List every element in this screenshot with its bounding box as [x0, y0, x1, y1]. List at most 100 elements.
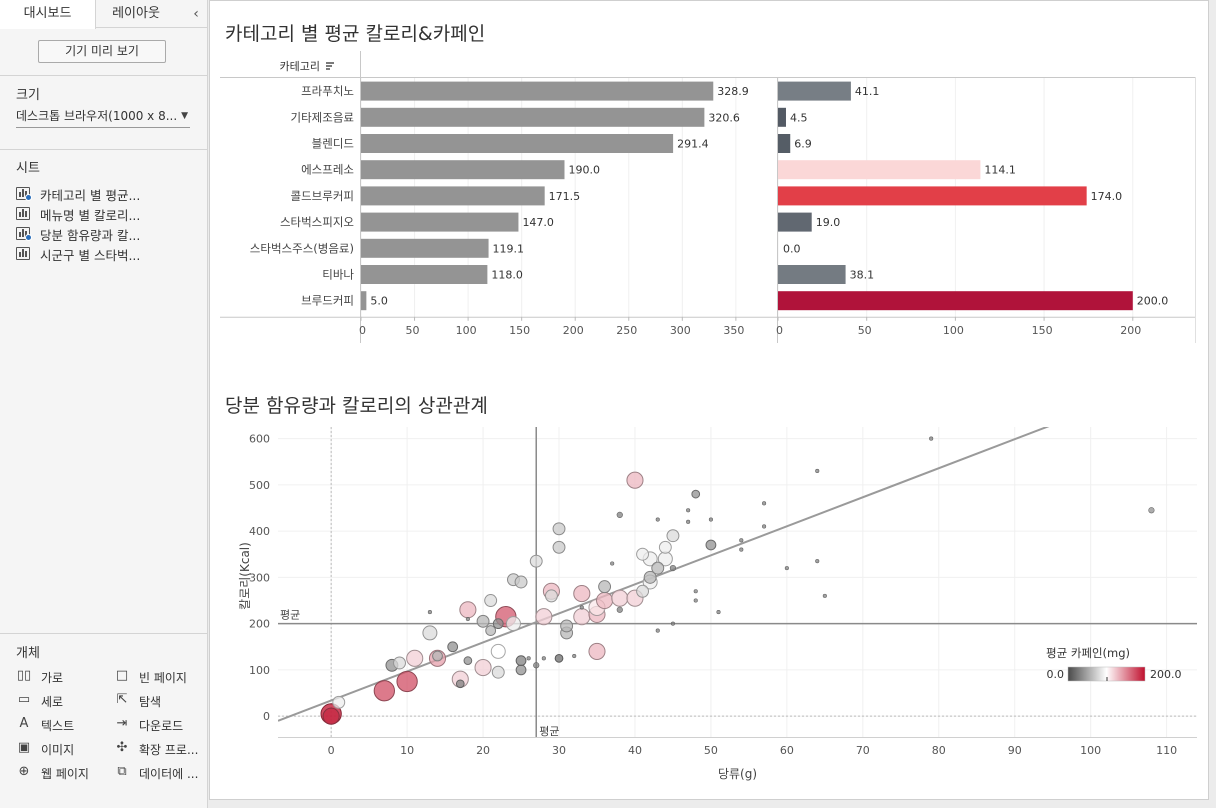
caffeine-bar	[778, 160, 981, 180]
scatter-point	[651, 561, 665, 575]
scatter-point	[815, 559, 820, 564]
scatter-point	[492, 618, 504, 630]
sheet-item[interactable]: 당분 함유량과 칼...	[16, 224, 202, 244]
calorie-value-label: 119.1	[493, 242, 525, 255]
sheet-label: 시군구 별 스타벅...	[40, 248, 141, 263]
category-label: 티바나	[322, 268, 354, 282]
caffeine-bar	[778, 212, 812, 232]
calorie-bar	[361, 291, 367, 311]
object-label: 데이터에 ...	[139, 767, 199, 781]
text-icon: A	[19, 716, 29, 731]
x-tick-label: 100	[943, 324, 964, 337]
scatter-point	[616, 606, 623, 613]
scatter-point	[762, 501, 767, 506]
scatter-chart-title: 당분 함유량과 칼로리의 상관관계	[225, 395, 488, 417]
calorie-bar	[361, 186, 545, 206]
x-tick-label: 90	[1008, 744, 1022, 757]
scatter-point	[533, 662, 540, 669]
in-use-check-icon	[25, 234, 32, 241]
calorie-value-label: 5.0	[370, 295, 388, 308]
scatter-point	[560, 619, 574, 633]
x-tick-label: 50	[858, 324, 872, 337]
caffeine-value-label: 38.1	[850, 269, 875, 282]
ask-data-icon: ⧉	[117, 764, 127, 779]
x-axis-title: 당류(g)	[718, 767, 757, 781]
y-tick-label: 500	[249, 479, 270, 492]
x-tick-label: 0	[776, 324, 783, 337]
scatter-point	[655, 517, 660, 522]
category-label: 블렌디드	[312, 137, 354, 151]
scatter-point	[658, 540, 672, 554]
scatter-point	[474, 659, 492, 677]
tab-dashboard[interactable]: 대시보드	[0, 0, 96, 29]
category-label: 프라푸치노	[301, 84, 354, 98]
calorie-value-label: 190.0	[569, 164, 601, 177]
x-tick-label: 0	[328, 744, 335, 757]
sheet-item[interactable]: 메뉴명 별 칼로리...	[16, 204, 202, 224]
sheet-item[interactable]: 카테고리 별 평균...	[16, 184, 202, 204]
size-dropdown[interactable]: 데스크톱 브라우저(1000 x 8... ▼	[16, 107, 190, 128]
x-tick-label: 30	[552, 744, 566, 757]
scatter-point	[588, 642, 606, 660]
divider	[0, 633, 207, 634]
scatter-point	[815, 468, 820, 474]
scatter-point	[455, 679, 465, 689]
calorie-bar	[361, 134, 674, 153]
calorie-value-label: 291.4	[677, 138, 709, 151]
caffeine-bar	[778, 186, 1087, 206]
scatter-point	[929, 436, 934, 441]
x-tick-label: 200	[1120, 324, 1141, 337]
sort-icon[interactable]	[326, 62, 334, 70]
scatter-point	[573, 585, 591, 603]
scatter-point	[693, 589, 698, 594]
calorie-bar	[361, 265, 488, 284]
sheets-heading: 시트	[16, 161, 40, 176]
scatter-point	[529, 554, 543, 568]
scatter-point	[579, 605, 584, 610]
objects-heading: 개체	[16, 646, 40, 661]
sheet-icon	[16, 207, 30, 220]
scatter-point	[373, 680, 395, 702]
scatter-point	[716, 610, 721, 615]
caffeine-value-label: 200.0	[1137, 295, 1169, 308]
chevron-left-icon[interactable]: ‹	[193, 6, 199, 22]
calorie-value-label: 171.5	[549, 190, 581, 203]
scatter-point	[626, 471, 644, 489]
x-tick-label: 150	[1032, 324, 1053, 337]
image-icon: ▣	[17, 740, 31, 755]
device-preview-button[interactable]: 기기 미리 보기	[38, 40, 166, 63]
sheet-item[interactable]: 시군구 별 스타벅...	[16, 244, 202, 264]
scatter-point	[490, 643, 506, 659]
size-dropdown-value: 데스크톱 브라우저(1000 x 8...	[16, 109, 178, 123]
scatter-point	[686, 519, 691, 524]
legend-max-label: 200.0	[1150, 668, 1182, 681]
x-tick-label: 150	[509, 324, 530, 337]
scatter-point	[526, 656, 531, 661]
x-tick-label: 80	[932, 744, 946, 757]
scatter-point	[616, 511, 623, 519]
average-x-label: 평균	[539, 725, 559, 738]
in-use-check-icon	[25, 194, 32, 201]
scatter-point	[484, 594, 498, 607]
scatter-point	[491, 665, 505, 679]
scatter-point	[447, 641, 459, 653]
extension-icon: ✣	[116, 740, 128, 755]
scatter-point	[693, 598, 698, 603]
calorie-bar	[361, 107, 705, 127]
tab-layout[interactable]: 레이아웃	[112, 6, 160, 21]
calorie-value-label: 328.9	[717, 85, 749, 98]
scatter-point	[427, 610, 432, 615]
x-tick-label: 50	[406, 324, 420, 337]
scatter-point	[636, 547, 650, 561]
scatter-point	[541, 656, 546, 661]
object-label: 탐색	[139, 695, 162, 709]
scatter-point	[422, 625, 438, 641]
sheet-label: 메뉴명 별 칼로리...	[40, 208, 141, 223]
size-heading: 크기	[16, 88, 40, 103]
scatter-point	[596, 591, 614, 610]
x-tick-label: 350	[723, 324, 744, 337]
scatter-point	[762, 524, 767, 529]
calorie-value-label: 320.6	[708, 111, 740, 124]
